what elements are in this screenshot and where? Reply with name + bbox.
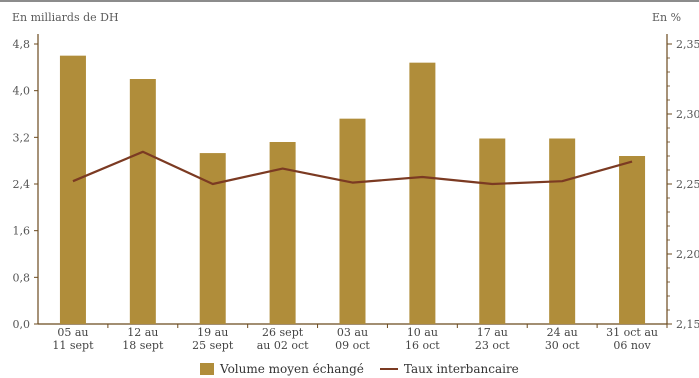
legend-bar-swatch	[200, 363, 214, 375]
right-axis-title: En %	[652, 11, 682, 24]
left-tick-label: 2,4	[13, 178, 31, 191]
x-tick-label: 18 sept	[122, 339, 164, 352]
left-tick-label: 4,8	[13, 38, 31, 51]
legend: Volume moyen échangé Taux interbancaire	[200, 362, 535, 376]
x-tick-label: 05 au	[57, 326, 88, 339]
x-tick-label: 26 sept	[262, 326, 304, 339]
x-tick-label: 24 au	[547, 326, 578, 339]
legend-item-line: Taux interbancaire	[379, 362, 519, 376]
bar	[269, 142, 296, 324]
left-tick-label: 3,2	[13, 131, 31, 144]
left-tick-label: 4,0	[13, 85, 31, 98]
x-tick-label: 31 oct au	[606, 326, 658, 339]
x-tick-label: 03 au	[337, 326, 368, 339]
bar	[339, 118, 366, 325]
top-border	[0, 0, 699, 2]
bar	[129, 79, 156, 324]
x-tick-label: 17 au	[477, 326, 508, 339]
x-tick-label: 09 oct	[335, 339, 370, 352]
left-tick-label: 1,6	[13, 225, 31, 238]
right-tick-label: 2,15	[676, 318, 699, 331]
x-tick-label: 06 nov	[613, 339, 651, 352]
bar	[479, 138, 506, 324]
x-tick-label: 30 oct	[545, 339, 580, 352]
right-tick-label: 2,35	[676, 38, 699, 51]
bar	[59, 55, 86, 325]
x-tick-label: 16 oct	[405, 339, 440, 352]
bar	[619, 156, 646, 324]
x-tick-label: 11 sept	[52, 339, 94, 352]
left-tick-label: 0,8	[13, 271, 31, 284]
legend-line-swatch	[379, 368, 398, 370]
interbank-rate-line	[72, 150, 633, 186]
x-tick-label: 23 oct	[475, 339, 510, 352]
legend-bar-label: Volume moyen échangé	[220, 362, 364, 376]
left-axis-title: En milliards de DH	[12, 11, 119, 24]
left-tick-label: 0,0	[13, 318, 31, 331]
x-tick-label: 12 au	[127, 326, 158, 339]
legend-item-bars: Volume moyen échangé	[200, 362, 364, 376]
right-tick-label: 2,25	[676, 178, 699, 191]
right-tick-label: 2,20	[676, 248, 699, 261]
x-tick-label: 19 au	[197, 326, 228, 339]
legend-line-label: Taux interbancaire	[403, 362, 519, 376]
x-tick-label: au 02 oct	[257, 339, 309, 352]
bar	[549, 138, 576, 324]
right-tick-label: 2,30	[676, 108, 699, 121]
bar	[409, 62, 436, 325]
x-tick-label: 10 au	[407, 326, 438, 339]
x-tick-label: 25 sept	[192, 339, 234, 352]
